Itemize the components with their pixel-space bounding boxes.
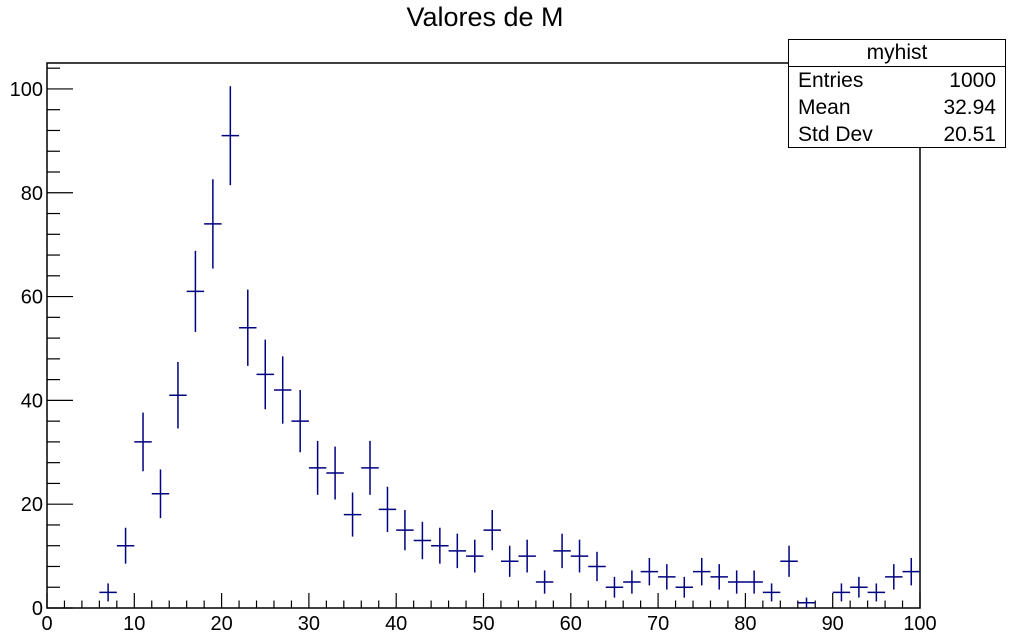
y-tick-label: 20	[21, 494, 43, 516]
data-point	[308, 440, 327, 495]
data-point	[658, 564, 676, 590]
mean-label: Mean	[798, 96, 851, 119]
stats-row-stddev: Std Dev 20.51	[789, 121, 1005, 148]
data-point	[762, 583, 781, 602]
x-tick-label: 30	[298, 613, 320, 634]
data-point	[570, 539, 589, 573]
data-point	[291, 390, 309, 453]
data-point	[343, 492, 362, 537]
data-point	[710, 564, 728, 590]
x-tick-label: 10	[123, 613, 145, 634]
stddev-value: 20.51	[943, 123, 996, 146]
x-axis-ticks: 0 10 20 30 40 50 60 70 80 90 100	[41, 593, 937, 634]
data-point	[361, 440, 379, 495]
data-point	[902, 557, 920, 586]
entries-label: Entries	[798, 69, 864, 92]
data-point	[186, 250, 205, 332]
x-tick-label: 0	[41, 613, 52, 634]
y-tick-label: 60	[21, 287, 43, 309]
data-point	[675, 576, 694, 598]
data-point	[169, 361, 187, 429]
x-tick-label: 50	[472, 613, 494, 634]
x-tick-label: 80	[734, 613, 756, 634]
data-point	[535, 570, 554, 594]
stats-row-entries: Entries 1000	[789, 67, 1005, 94]
data-point	[797, 597, 816, 608]
data-point	[239, 289, 257, 366]
stats-box-name: myhist	[789, 40, 1005, 67]
data-point	[727, 570, 746, 594]
data-point	[396, 510, 414, 551]
x-tick-label: 40	[385, 613, 407, 634]
data-point	[466, 539, 484, 573]
y-axis-ticks: 0 20 40 60 80 100	[10, 67, 73, 620]
y-tick-label: 0	[32, 598, 43, 620]
x-tick-label: 90	[822, 613, 844, 634]
data-point	[693, 557, 711, 586]
y-tick-label: 40	[21, 390, 43, 412]
data-point	[745, 570, 763, 594]
data-point	[378, 486, 397, 533]
data-point	[134, 412, 152, 472]
data-point	[326, 446, 344, 500]
data-point	[273, 356, 292, 424]
data-point	[832, 583, 851, 602]
x-tick-label: 100	[903, 613, 936, 634]
data-point	[151, 469, 170, 519]
data-point	[256, 339, 274, 410]
entries-value: 1000	[949, 69, 996, 92]
data-point	[588, 551, 606, 582]
stats-row-mean: Mean 32.94	[789, 94, 1005, 121]
data-point	[623, 570, 641, 594]
x-tick-label: 70	[647, 613, 669, 634]
chart-title: Valores de M	[406, 2, 564, 32]
data-point	[850, 576, 868, 598]
data-point	[867, 583, 886, 602]
stddev-label: Std Dev	[798, 123, 873, 146]
data-point	[448, 533, 467, 569]
data-point	[780, 545, 798, 577]
data-point	[204, 179, 222, 269]
mean-value: 32.94	[943, 96, 996, 119]
stats-box: myhist Entries 1000 Mean 32.94 Std Dev 2…	[788, 39, 1006, 148]
data-point	[413, 521, 432, 560]
data-point	[116, 527, 135, 564]
data-point	[221, 86, 240, 186]
x-tick-label: 60	[560, 613, 582, 634]
data-point	[518, 539, 536, 573]
data-point	[640, 557, 659, 586]
data-point	[885, 564, 903, 590]
y-tick-label: 100	[10, 79, 43, 101]
x-tick-label: 20	[210, 613, 232, 634]
data-point	[553, 533, 571, 569]
data-point	[431, 527, 449, 564]
y-tick-label: 80	[21, 183, 43, 205]
data-points	[99, 86, 920, 608]
data-point	[500, 545, 519, 577]
data-point	[483, 510, 501, 551]
data-point	[605, 576, 624, 598]
data-point	[99, 583, 117, 602]
